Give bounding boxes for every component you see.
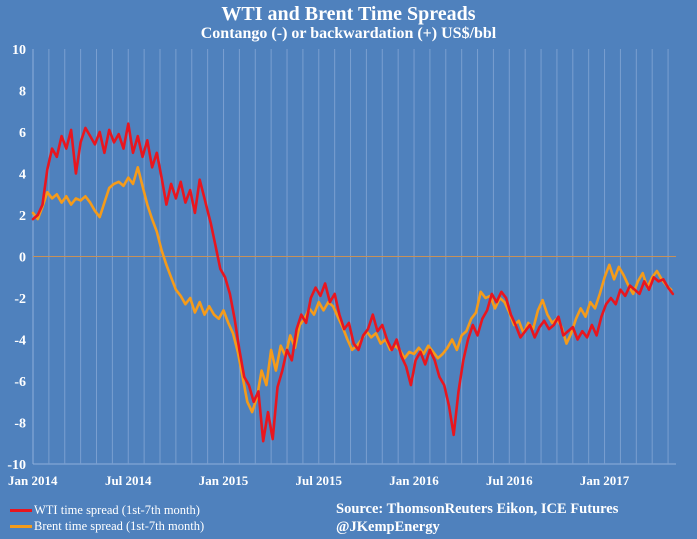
legend-swatch-brent [10, 525, 32, 528]
legend-label-brent: Brent time spread (1st-7th month) [34, 519, 205, 533]
y-tick-label: 8 [19, 85, 26, 100]
x-tick-label: Jul 2015 [295, 473, 342, 488]
y-tick-label: -6 [14, 375, 26, 390]
x-tick-label: Jan 2015 [199, 473, 249, 488]
legend-label-wti: WTI time spread (1st-7th month) [34, 503, 200, 517]
legend-item-brent: Brent time spread (1st-7th month) [10, 519, 204, 534]
chart-title: WTI and Brent Time Spreads [221, 3, 476, 25]
y-tick-label: -8 [14, 417, 26, 432]
y-tick-label: -4 [14, 334, 26, 349]
x-tick-label: Jul 2014 [105, 473, 152, 488]
x-tick-label: Jan 2017 [580, 473, 630, 488]
y-tick-label: -2 [14, 292, 26, 307]
x-tick-label: Jan 2014 [8, 473, 58, 488]
author-handle: @JKempEnergy [336, 519, 440, 535]
y-tick-label: 6 [19, 126, 26, 141]
chart-subtitle: Contango (-) or backwardation (+) US$/bb… [200, 25, 497, 42]
y-tick-label: 0 [19, 251, 26, 266]
y-tick-label: 2 [19, 209, 26, 224]
x-tick-label: Jul 2016 [486, 473, 533, 488]
source-note: Source: ThomsonReuters Eikon, ICE Future… [336, 501, 619, 517]
legend-item-wti: WTI time spread (1st-7th month) [10, 503, 200, 518]
brent-series-line [31, 166, 673, 414]
x-tick-label: Jan 2016 [389, 473, 439, 488]
y-tick-label: -10 [7, 458, 26, 473]
y-tick-label: 10 [12, 43, 26, 58]
wti-series-line [31, 122, 675, 443]
y-tick-label: 4 [19, 168, 26, 183]
legend-swatch-wti [10, 509, 32, 512]
